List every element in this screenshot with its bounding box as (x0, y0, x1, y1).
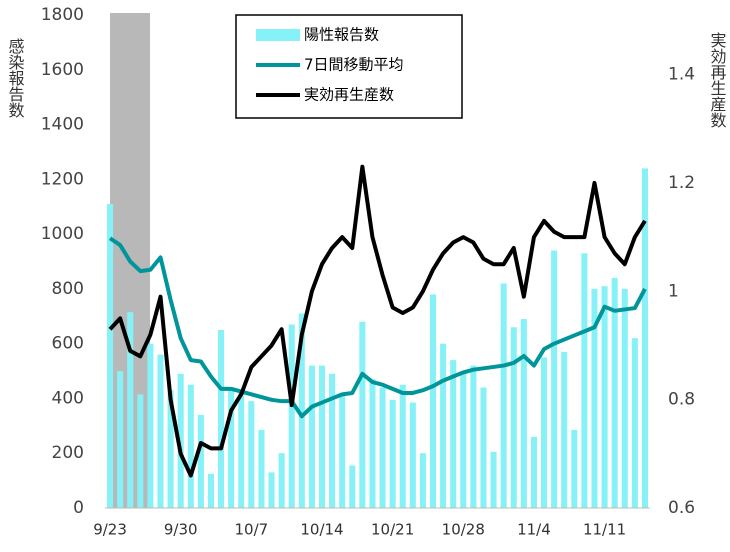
bar (561, 351, 568, 508)
bar (399, 384, 406, 508)
line (108, 164, 647, 478)
x-tick-label: 10/28 (442, 521, 485, 539)
legend-swatch (256, 29, 300, 41)
bar (268, 472, 275, 508)
x-tick-label: 9/23 (93, 521, 127, 539)
bar (339, 392, 346, 508)
bar (177, 373, 184, 508)
legend-label: 陽性報告数 (304, 26, 379, 44)
bar (571, 429, 578, 508)
x-tick-label: 10/14 (300, 521, 343, 539)
bar (541, 357, 548, 508)
bar (510, 327, 517, 508)
bar (218, 329, 225, 508)
bar (601, 286, 608, 508)
y-tick-label: 200 (52, 443, 84, 463)
bar (470, 365, 477, 508)
y-tick-label: 1200 (41, 169, 84, 189)
y-tick-label: 0 (73, 498, 84, 518)
bar (460, 371, 467, 508)
y2-axis-label: 実効再生産数 (708, 32, 727, 128)
bar (591, 288, 598, 508)
x-tick-label: 10/21 (371, 521, 414, 539)
legend-label: 7日間移動平均 (304, 56, 404, 74)
bar (137, 394, 144, 508)
bar (349, 465, 356, 508)
bar (440, 343, 447, 508)
bar (167, 390, 174, 508)
bar (228, 387, 235, 508)
legend-label: 実効再生産数 (304, 86, 394, 104)
bar (520, 319, 527, 508)
y2-tick-label: 1.4 (668, 65, 695, 85)
y-tick-label: 1600 (41, 60, 84, 80)
bar (248, 401, 255, 508)
bar (318, 365, 326, 508)
bar (480, 387, 487, 508)
y2-tick-label: 1 (668, 281, 679, 301)
y-tick-label: 1400 (41, 115, 84, 135)
bar (308, 365, 315, 508)
bar (419, 453, 426, 508)
bar (429, 294, 437, 508)
x-tick-label: 10/7 (234, 521, 268, 539)
bar (530, 436, 537, 508)
bar (157, 354, 164, 508)
bar (490, 451, 497, 508)
bar (581, 253, 588, 508)
bar (359, 321, 366, 508)
bar (389, 399, 396, 508)
bar (278, 453, 285, 508)
bar (258, 429, 265, 508)
line (108, 236, 647, 419)
bar (127, 312, 134, 508)
bar (197, 414, 204, 508)
y-tick-label: 1800 (41, 5, 84, 25)
y2-tick-label: 0.8 (668, 390, 695, 410)
bar (500, 283, 507, 508)
bar (238, 392, 245, 508)
bar (298, 313, 305, 508)
y-tick-label: 800 (52, 279, 84, 299)
x-tick-label: 9/30 (164, 521, 198, 539)
bar (551, 250, 558, 509)
y2-tick-label: 1.2 (668, 173, 695, 193)
bar (117, 371, 124, 508)
y-tick-label: 1000 (41, 224, 84, 244)
y-tick-label: 600 (52, 334, 84, 354)
bar (621, 288, 628, 508)
y2-tick-label: 0.6 (668, 498, 695, 518)
bar (107, 203, 114, 508)
bar (207, 473, 214, 508)
bar (187, 384, 194, 508)
x-tick-label: 11/4 (517, 521, 551, 539)
bar (379, 387, 386, 508)
bar (409, 402, 416, 508)
bar (288, 324, 295, 508)
bar (147, 343, 154, 508)
y-tick-label: 400 (52, 388, 84, 408)
bar (611, 277, 618, 508)
bar (450, 360, 457, 508)
bar (329, 373, 336, 508)
x-tick-label: 11/11 (583, 521, 626, 539)
bar (641, 168, 648, 508)
bar (369, 379, 376, 508)
y-axis-label: 感染報告数 (6, 38, 25, 118)
bar (631, 338, 638, 508)
